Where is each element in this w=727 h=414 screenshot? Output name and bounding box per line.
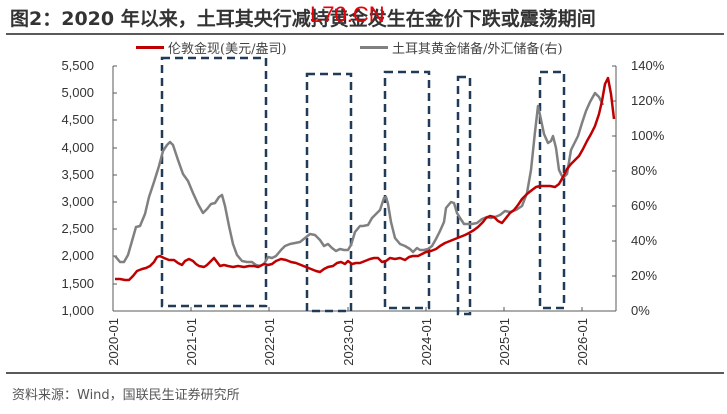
reduction-periods xyxy=(160,56,566,316)
y-right-tick: 20% xyxy=(631,268,657,283)
y-right-tick: 100% xyxy=(631,128,665,143)
dashed-box-1 xyxy=(160,56,268,308)
gold-price-line xyxy=(115,76,616,282)
legend-label-gold: 伦敦金现(美元/盎司) xyxy=(168,42,287,57)
legend: 伦敦金现(美元/盎司) 土耳其黄金储备/外汇储备(右) xyxy=(0,38,727,58)
y-right-tick: 120% xyxy=(631,93,665,108)
y-right-tick: 140% xyxy=(631,58,665,73)
watermark: L70.CN xyxy=(310,2,385,27)
left-tick-labels: 5,500 5,000 4,500 4,000 3,500 3,000 2,50… xyxy=(61,58,94,318)
chart-title: 图2：2020 年以来，土耳其央行减持黄金发生在金价下跌或震荡期间 xyxy=(10,8,596,30)
y-left-tick: 5,500 xyxy=(61,58,94,73)
y-left-tick: 4,000 xyxy=(61,140,94,155)
x-axis xyxy=(113,307,616,312)
legend-label-reserve: 土耳其黄金储备/外汇储备(右) xyxy=(392,42,563,57)
y-left-tick: 2,000 xyxy=(61,248,94,263)
dashed-box-3 xyxy=(383,70,431,310)
x-tick-labels: 2020-01 2021-01 2022-01 2023-01 2024-01 … xyxy=(106,318,590,366)
x-tick: 2023-01 xyxy=(341,318,356,366)
right-axis xyxy=(612,65,617,311)
y-left-tick: 3,500 xyxy=(61,167,94,182)
y-left-tick: 1,000 xyxy=(61,303,94,318)
reserve-ratio-line xyxy=(114,91,605,268)
legend-item-reserve: 土耳其黄金储备/外汇储备(右) xyxy=(360,38,563,57)
y-right-tick: 0% xyxy=(631,303,650,318)
left-axis xyxy=(112,65,117,311)
x-tick: 2021-01 xyxy=(184,318,199,366)
y-left-tick: 2,500 xyxy=(61,221,94,236)
y-right-tick: 80% xyxy=(631,163,657,178)
x-tick: 2026-01 xyxy=(575,318,590,366)
y-right-tick: 40% xyxy=(631,233,657,248)
legend-item-gold: 伦敦金现(美元/盎司) xyxy=(136,38,287,57)
y-left-tick: 5,000 xyxy=(61,85,94,100)
x-tick: 2020-01 xyxy=(106,318,121,366)
y-left-tick: 4,500 xyxy=(61,112,94,127)
x-tick: 2024-01 xyxy=(419,318,434,366)
legend-swatch-gray xyxy=(360,46,388,49)
dashed-box-2 xyxy=(305,72,353,313)
y-left-tick: 3,000 xyxy=(61,194,94,209)
dashed-box-4 xyxy=(456,75,472,316)
right-tick-labels: 140% 120% 100% 80% 60% 40% 20% 0% xyxy=(631,58,665,318)
y-right-tick: 60% xyxy=(631,198,657,213)
dashed-box-5 xyxy=(538,70,566,310)
x-tick: 2025-01 xyxy=(497,318,512,366)
source-note: 资料来源：Wind，国联民生证券研究所 xyxy=(12,388,240,403)
legend-swatch-red xyxy=(136,46,164,49)
y-left-tick: 1,500 xyxy=(61,276,94,291)
x-tick: 2022-01 xyxy=(262,318,277,366)
footer-divider xyxy=(6,372,724,374)
title-divider xyxy=(6,33,724,35)
